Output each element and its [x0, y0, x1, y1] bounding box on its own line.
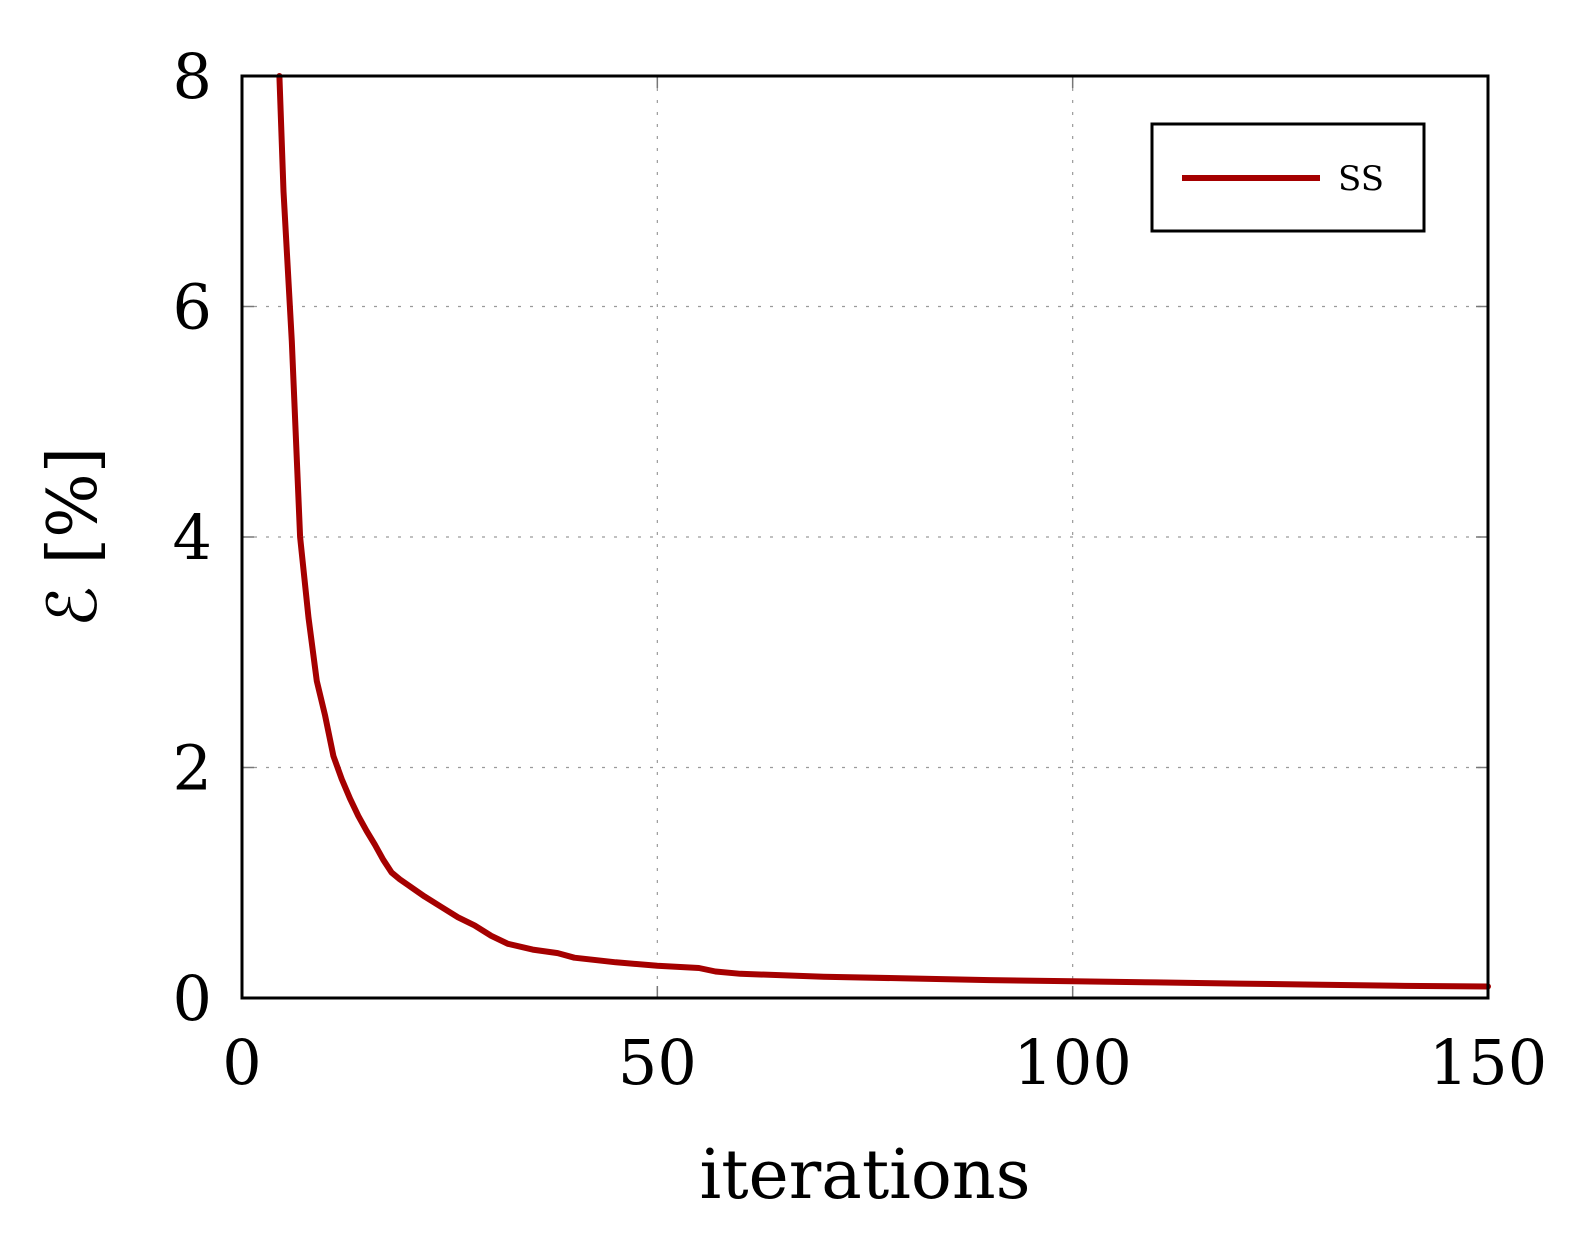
x-tick-label: 50 [618, 1026, 697, 1099]
series-layer [276, 73, 1491, 990]
y-tick-label: 6 [173, 271, 212, 344]
legend-label-ss: SS [1338, 159, 1384, 199]
x-tick-label: 100 [1013, 1026, 1131, 1099]
y-axis-title: ℰ [%] [34, 447, 113, 627]
legend: SS [1150, 122, 1426, 233]
grid-lines [242, 76, 1488, 998]
y-tick-label: 2 [173, 732, 212, 805]
y-tick-label: 4 [173, 501, 212, 574]
y-tick-label: 8 [173, 40, 212, 113]
x-tick-label: 0 [222, 1026, 261, 1099]
tick-labels: 0 50 100 150 0 2 4 6 8 [173, 40, 1548, 1099]
y-tick-label: 0 [173, 962, 212, 1035]
plot-frame [240, 74, 1490, 1000]
series-line-ss [276, 73, 1491, 990]
x-tick-label: 150 [1429, 1026, 1547, 1099]
x-axis-title: iterations [699, 1136, 1030, 1215]
